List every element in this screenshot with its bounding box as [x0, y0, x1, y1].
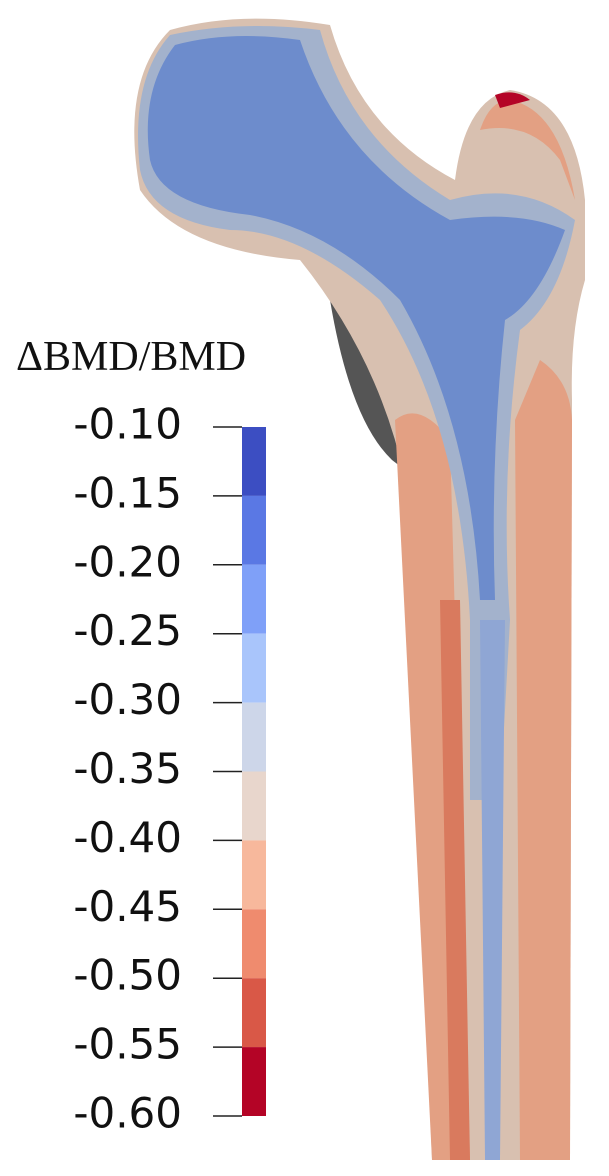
tick-label: -0.35 [73, 744, 182, 793]
tick-label: -0.50 [73, 951, 182, 1000]
tick-label: -0.55 [73, 1020, 182, 1069]
color-band [242, 427, 266, 496]
colorbar-title: ΔBMD/BMD [16, 334, 246, 380]
color-band [242, 840, 266, 910]
tick-label: -0.25 [73, 606, 182, 655]
trochanter-tip [495, 92, 530, 108]
color-band [242, 564, 266, 634]
canal [480, 620, 505, 1160]
color-band [242, 909, 266, 979]
cortex-dark [440, 600, 470, 1160]
trabecular-blue [147, 36, 565, 600]
shadow [330, 300, 405, 470]
color-band [242, 495, 266, 565]
femur [134, 18, 586, 1161]
tick-label: -0.20 [73, 537, 182, 586]
tick-label: -0.30 [73, 675, 182, 724]
color-band [242, 771, 266, 841]
trochanter [480, 100, 575, 200]
tick-label: -0.60 [73, 1089, 182, 1138]
tick-label: -0.45 [73, 882, 182, 931]
tick-label: -0.40 [73, 813, 182, 862]
tick-label: -0.15 [73, 468, 182, 517]
color-band [242, 1047, 266, 1116]
color-band [242, 702, 266, 772]
color-band [242, 978, 266, 1048]
tick-label: -0.10 [73, 400, 182, 449]
cortex-right [515, 360, 572, 1160]
colorbar: -0.10 -0.15 -0.20 -0.25 -0.30 -0.35 -0.40 -0.45… [73, 400, 266, 1138]
color-band [242, 633, 266, 703]
